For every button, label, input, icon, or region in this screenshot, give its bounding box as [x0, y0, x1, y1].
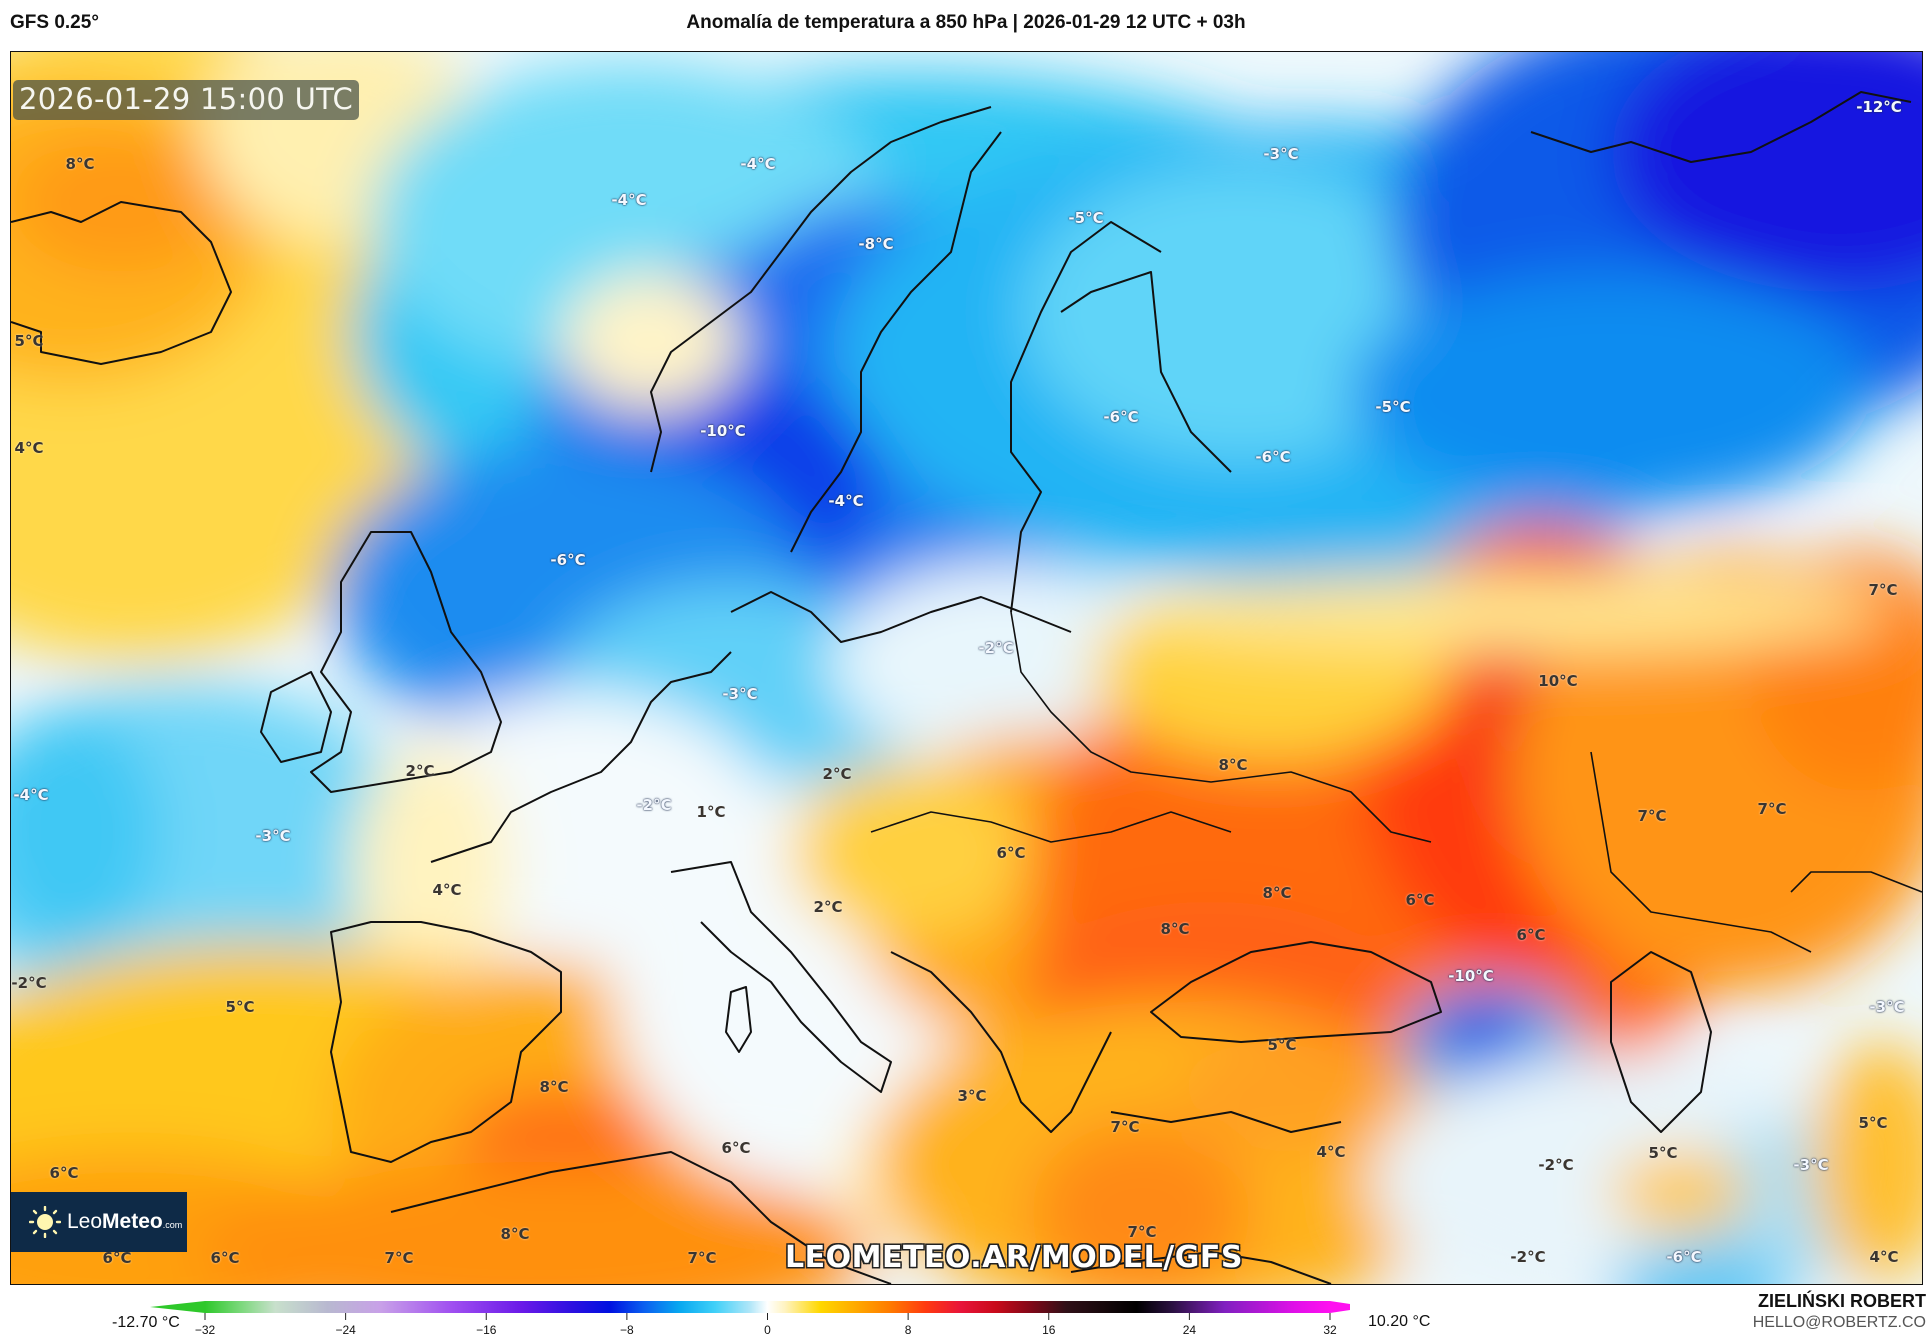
- temperature-label: 4°C: [432, 881, 462, 899]
- temperature-label: 7°C: [687, 1249, 717, 1267]
- temperature-label: 2°C: [405, 762, 435, 780]
- temperature-label: 7°C: [1110, 1118, 1140, 1136]
- colorbar-tick-label: 32: [1323, 1323, 1337, 1337]
- temperature-label: -6°C: [550, 551, 586, 569]
- temperature-anomaly-map[interactable]: 2026-01-29 15:00 UTC 8°C 5°C 4°C -4°C -4°C -8…: [10, 51, 1923, 1285]
- temperature-label: 6°C: [1405, 891, 1435, 909]
- colorbar-tick-label: 8: [904, 1323, 912, 1337]
- author-name: ZIELIŃSKI ROBERT: [1757, 1291, 1926, 1311]
- colorbar-gradient: [150, 1301, 1350, 1320]
- temperature-label: -5°C: [1068, 209, 1104, 227]
- temperature-label: 5°C: [1858, 1114, 1888, 1132]
- temperature-label: 1°C: [696, 803, 726, 821]
- temperature-label: 7°C: [384, 1249, 414, 1267]
- model-name: GFS 0.25°: [10, 12, 99, 33]
- sun-icon: [29, 1206, 61, 1238]
- temperature-label: -12°C: [1856, 98, 1902, 116]
- temperature-label: 8°C: [1218, 756, 1248, 774]
- temperature-label: -2°C: [1538, 1156, 1574, 1174]
- temperature-label: 2°C: [822, 765, 852, 783]
- temperature-label: -2°C: [1510, 1248, 1546, 1266]
- temperature-label: 4°C: [14, 439, 44, 457]
- temperature-label: 8°C: [65, 155, 95, 173]
- temperature-label: -4°C: [13, 786, 49, 804]
- temperature-label: -3°C: [1869, 998, 1905, 1016]
- temperature-label: -4°C: [740, 155, 776, 173]
- temperature-label: 5°C: [1267, 1036, 1297, 1054]
- temperature-label: 7°C: [1868, 581, 1898, 599]
- temperature-label: 5°C: [1648, 1144, 1678, 1162]
- temperature-label: -6°C: [1255, 448, 1291, 466]
- colorbar-max-value: 10.20 °C: [1368, 1313, 1431, 1330]
- colorbar-tick-label: −32: [194, 1323, 216, 1337]
- temperature-label: 7°C: [1637, 807, 1667, 825]
- logo-text: LeoMeteo.com: [67, 1210, 183, 1233]
- temperature-label: 8°C: [539, 1078, 569, 1096]
- coastlines: [11, 91, 1922, 1284]
- temperature-label: -3°C: [1263, 145, 1299, 163]
- temperature-label: 10°C: [1538, 672, 1578, 690]
- watermark-url: LEOMETEO.AR/MODEL/GFS: [785, 1240, 1243, 1275]
- temperature-label: 8°C: [1262, 884, 1292, 902]
- temperature-label: -3°C: [722, 685, 758, 703]
- colorbar-tick-label: 24: [1182, 1323, 1197, 1337]
- colorbar-tick-label: 16: [1042, 1323, 1056, 1337]
- colorbar-tick-label: −8: [620, 1323, 634, 1337]
- temperature-label: 6°C: [102, 1249, 132, 1267]
- temperature-label: 4°C: [1869, 1248, 1899, 1266]
- temperature-label: -2°C: [636, 796, 672, 814]
- temperature-label: 7°C: [1127, 1223, 1157, 1241]
- temperature-label: 4°C: [1316, 1143, 1346, 1161]
- valid-time-badge: 2026-01-29 15:00 UTC: [13, 80, 360, 120]
- temperature-label: -10°C: [700, 422, 746, 440]
- temperature-label: 6°C: [1516, 926, 1546, 944]
- temperature-label: 8°C: [500, 1225, 530, 1243]
- colorbar-min-value: -12.70 °C: [112, 1314, 180, 1331]
- temperature-label: -6°C: [1666, 1248, 1702, 1266]
- author-email: HELLO@ROBERTZ.CO: [1752, 1314, 1926, 1331]
- temperature-label: 2°C: [813, 898, 843, 916]
- author-credit: ZIELIŃSKI ROBERT HELLO@ROBERTZ.CO: [1753, 1291, 1926, 1332]
- colorbar-tick-label: 0: [764, 1323, 771, 1337]
- temperature-label: 6°C: [210, 1249, 240, 1267]
- temperature-label: -8°C: [858, 235, 894, 253]
- anomaly-field: [11, 52, 1922, 1284]
- temperature-label: -4°C: [828, 492, 864, 510]
- temperature-label: 6°C: [721, 1139, 751, 1157]
- temperature-label: -4°C: [611, 191, 647, 209]
- temperature-label: -10°C: [1448, 967, 1494, 985]
- temperature-label: 5°C: [14, 332, 44, 350]
- temperature-label: -3°C: [255, 827, 291, 845]
- colorbar-tick-label: −24: [335, 1323, 356, 1337]
- temperature-label: 7°C: [1757, 800, 1787, 818]
- temperature-label: 6°C: [49, 1164, 79, 1182]
- temperature-label: 3°C: [957, 1087, 987, 1105]
- colorbar-tick-label: −16: [476, 1323, 497, 1337]
- temperature-label: 5°C: [225, 998, 255, 1016]
- leometeo-logo[interactable]: LeoMeteo.com: [11, 1192, 187, 1252]
- temperature-label: -2°C: [978, 639, 1014, 657]
- temperature-label: -6°C: [1103, 408, 1139, 426]
- temperature-label: -5°C: [1375, 398, 1411, 416]
- chart-title: Anomalía de temperatura a 850 hPa | 2026…: [686, 12, 1246, 33]
- temperature-label: 8°C: [1160, 920, 1190, 938]
- temperature-label: -2°C: [11, 974, 47, 992]
- temperature-label: 6°C: [996, 844, 1026, 862]
- temperature-label: -3°C: [1793, 1156, 1829, 1174]
- colorbar: -12.70 °C −32 −24 −16 −8 0 8 16 24 32 10.20 °C: [0, 1283, 1932, 1339]
